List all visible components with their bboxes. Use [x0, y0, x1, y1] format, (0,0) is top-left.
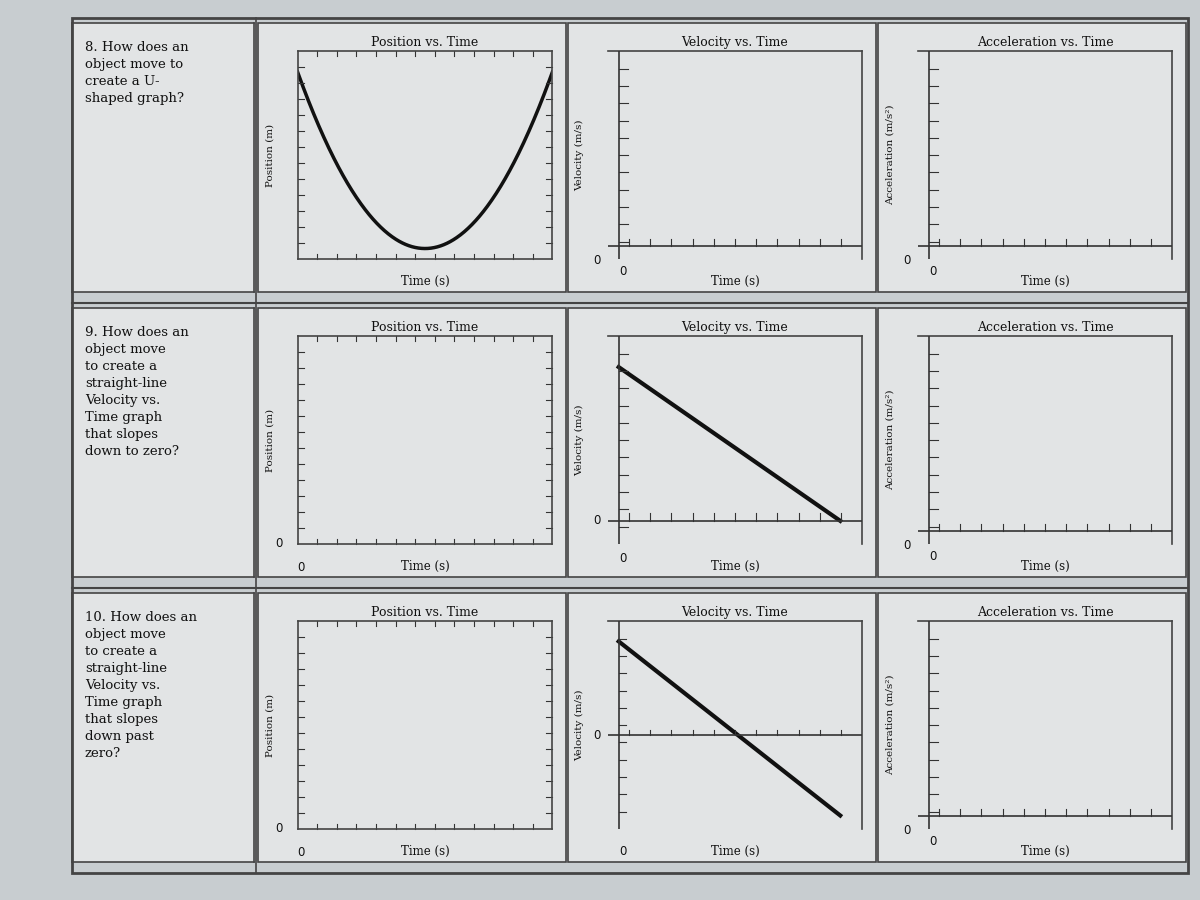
Title: Position vs. Time: Position vs. Time [371, 320, 479, 334]
Text: 9. How does an
object move
to create a
straight-line
Velocity vs.
Time graph
tha: 9. How does an object move to create a s… [85, 327, 188, 458]
Text: 0: 0 [619, 845, 626, 858]
Title: Acceleration vs. Time: Acceleration vs. Time [977, 606, 1114, 618]
Text: Position (m): Position (m) [265, 694, 275, 757]
Text: 0: 0 [904, 539, 911, 552]
Title: Velocity vs. Time: Velocity vs. Time [682, 36, 788, 49]
Text: Acceleration (m/s²): Acceleration (m/s²) [886, 675, 894, 775]
Title: Position vs. Time: Position vs. Time [371, 36, 479, 49]
Title: Position vs. Time: Position vs. Time [371, 606, 479, 618]
Title: Velocity vs. Time: Velocity vs. Time [682, 320, 788, 334]
Text: Time (s): Time (s) [1021, 560, 1069, 572]
Text: Time (s): Time (s) [1021, 845, 1069, 858]
Text: Position (m): Position (m) [265, 409, 275, 472]
Title: Acceleration vs. Time: Acceleration vs. Time [977, 36, 1114, 49]
Text: Time (s): Time (s) [401, 274, 449, 288]
Text: 0: 0 [930, 551, 937, 563]
Text: Acceleration (m/s²): Acceleration (m/s²) [886, 105, 894, 205]
Text: Time (s): Time (s) [401, 845, 449, 858]
Text: Time (s): Time (s) [1021, 274, 1069, 288]
Text: 0: 0 [904, 824, 911, 837]
Text: Velocity (m/s): Velocity (m/s) [575, 689, 584, 760]
Text: Time (s): Time (s) [710, 274, 760, 288]
Text: 0: 0 [275, 823, 282, 835]
Text: Velocity (m/s): Velocity (m/s) [575, 404, 584, 476]
Text: 0: 0 [594, 729, 601, 742]
Text: Time (s): Time (s) [401, 560, 449, 572]
Title: Acceleration vs. Time: Acceleration vs. Time [977, 320, 1114, 334]
Title: Velocity vs. Time: Velocity vs. Time [682, 606, 788, 618]
Text: 8. How does an
object move to
create a U-
shaped graph?: 8. How does an object move to create a U… [85, 41, 188, 105]
Text: 0: 0 [930, 835, 937, 849]
Text: 0: 0 [298, 845, 305, 859]
Text: 0: 0 [904, 254, 911, 267]
Text: 0: 0 [275, 537, 282, 551]
Text: 0: 0 [594, 254, 601, 267]
Text: 0: 0 [619, 266, 626, 278]
Text: 0: 0 [298, 561, 305, 573]
Text: 0: 0 [619, 552, 626, 564]
Text: Acceleration (m/s²): Acceleration (m/s²) [886, 390, 894, 490]
Text: Position (m): Position (m) [265, 123, 275, 186]
Text: 10. How does an
object move
to create a
straight-line
Velocity vs.
Time graph
th: 10. How does an object move to create a … [85, 611, 197, 760]
Text: Time (s): Time (s) [710, 560, 760, 572]
Text: 0: 0 [930, 266, 937, 278]
Text: 0: 0 [594, 514, 601, 527]
Text: Time (s): Time (s) [710, 845, 760, 858]
Text: Velocity (m/s): Velocity (m/s) [575, 120, 584, 191]
